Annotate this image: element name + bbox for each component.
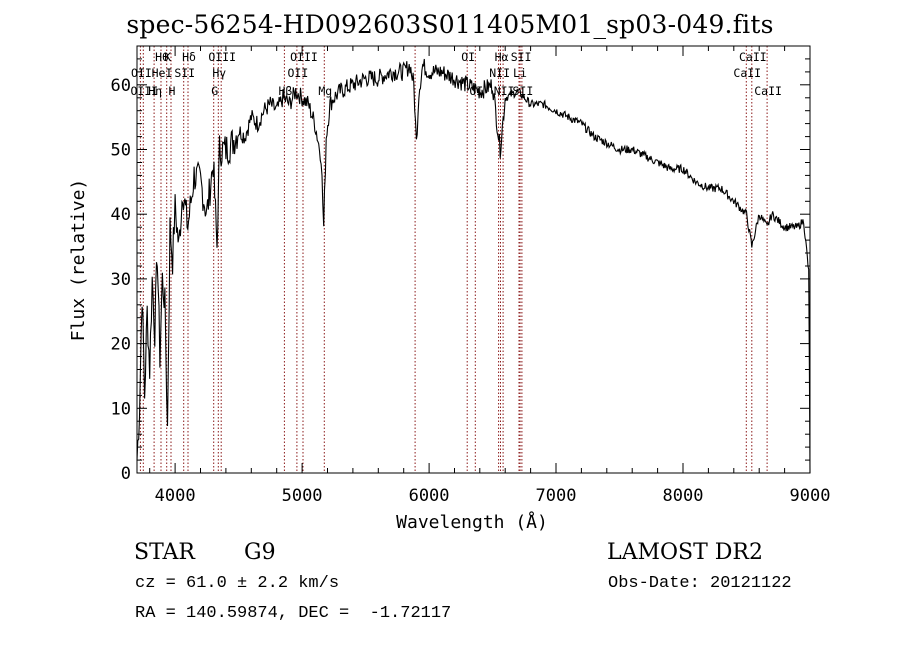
x-tick-label: 7000	[536, 486, 577, 506]
spectral-line-label: CaII	[754, 84, 782, 98]
spectral-line-labels: OIIOIIIHηHθKHeIHSIIHδHγGOIIIHβOIIOIIIMgO…	[130, 50, 781, 98]
x-tick-label: 9000	[790, 486, 831, 506]
x-tick-label: 6000	[409, 486, 450, 506]
spectral-line-label: CaII	[739, 50, 767, 64]
spectral-line-label: SII	[511, 50, 532, 64]
x-axis-label: Wavelength (Å)	[396, 511, 548, 533]
subclass-label: G9	[244, 540, 276, 565]
y-tick-label: 10	[111, 399, 131, 419]
survey-label: LAMOST DR2	[607, 540, 763, 565]
y-tick-label: 50	[111, 141, 131, 161]
spectral-line-markers	[139, 46, 768, 473]
obs-date-label: Obs-Date: 20121122	[608, 574, 792, 593]
spectral-line-label: OIII	[208, 50, 236, 64]
spectral-line-label: NII	[489, 66, 510, 80]
spectral-line-label: HeI	[152, 66, 173, 80]
spectral-line-label: OII	[131, 66, 152, 80]
spectral-line-label: SII	[174, 66, 195, 80]
spectral-line-label: OII	[287, 66, 308, 80]
spectral-line-label: Li	[513, 66, 527, 80]
y-axis-label: Flux (relative)	[68, 179, 89, 342]
spectral-line-label: Hθ	[155, 50, 169, 64]
x-axis-ticks: 4000 5000 6000 7000 8000 9000	[149, 46, 831, 506]
plot-frame	[136, 45, 811, 474]
y-tick-label: 20	[111, 335, 131, 355]
y-tick-label: 40	[111, 205, 131, 225]
spectral-line-label: Hγ	[212, 66, 226, 80]
chart-title: spec-56254-HD092603S011405M01_sp03-049.f…	[126, 10, 774, 39]
spectral-line-label: K	[164, 50, 171, 64]
spectral-line-label: OI	[469, 84, 483, 98]
spectral-line-label: Hβ	[278, 84, 292, 98]
x-tick-label: 5000	[282, 486, 323, 506]
spectral-line-label: Hη	[148, 84, 162, 98]
spectral-line-label: Hδ	[182, 50, 196, 64]
spectral-line-label: Mg	[318, 84, 332, 98]
spectral-line-label: OIII	[130, 84, 158, 98]
spectral-line-label: NII	[494, 84, 515, 98]
y-tick-label: 30	[111, 270, 131, 290]
y-tick-label: 60	[111, 76, 131, 96]
x-tick-label: 4000	[155, 486, 196, 506]
classification-label: STAR	[134, 540, 195, 565]
spectral-line-label: SII	[512, 84, 533, 98]
spectral-line-label: OI	[461, 50, 475, 64]
spectrum-series-line	[136, 58, 811, 474]
spectral-line-label: OIII	[290, 50, 318, 64]
y-axis-ticks: 0 10 20 30 40 50 60	[111, 58, 810, 484]
spectral-line-label: H	[169, 84, 176, 98]
x-tick-label: 8000	[663, 486, 704, 506]
y-tick-label: 0	[121, 464, 131, 484]
redshift-label: cz = 61.0 ± 2.2 km/s	[135, 574, 340, 593]
spectral-line-label: Hα	[495, 50, 509, 64]
spectral-line-label: CaII	[733, 66, 761, 80]
coordinates-label: RA = 140.59874, DEC = -1.72117	[135, 604, 452, 623]
spectral-line-label: G	[211, 84, 218, 98]
